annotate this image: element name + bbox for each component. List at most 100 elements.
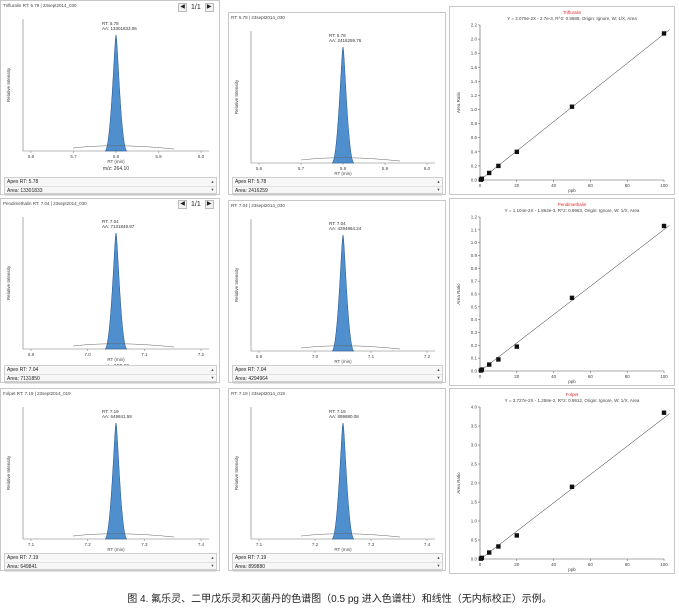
peak-rt-annotation: RT: 5.78 — [329, 33, 346, 38]
y-tick-label: 0.0 — [471, 557, 478, 562]
calibration-panel-trifluralin: Trifluralin Y = 2.075e-2X - 2.7e-3, R^2: … — [449, 6, 675, 195]
chromatogram-plot: Relative Intensity 7.1 7.2 7.3 7.4 RT (min) RT… — [6, 407, 209, 560]
peak-info-box: Apex RT: 7.04 Area: 4294964 ▲ ▼ — [232, 365, 443, 384]
fit-equation: Y = 2.075e-2X - 2.7e-3, R^2: 0.9988, Ori… — [507, 16, 637, 21]
fit-line — [479, 413, 670, 560]
x-tick-label: 7.2 — [198, 352, 205, 357]
apex-rt-field[interactable]: Apex RT: 5.78 — [5, 178, 216, 187]
x-tick-label: 7.1 — [368, 354, 375, 359]
fit-equation: Y = 3.727e-2X - 1.258e-2, R^2: 0.9912, O… — [505, 398, 640, 403]
x-tick-label: 5.6 — [28, 154, 35, 159]
x-tick-label: 7.1 — [141, 352, 148, 357]
x-tick-label: 7.2 — [85, 542, 92, 547]
x-tick-label: 7.0 — [312, 354, 319, 359]
x-tick-label: 40 — [551, 183, 557, 188]
scroll-arrows-icon[interactable]: ▲ ▼ — [210, 179, 215, 192]
data-point — [487, 170, 492, 176]
apex-rt-field[interactable]: Apex RT: 7.04 — [5, 366, 216, 375]
apex-rt-field[interactable]: Apex RT: 7.04 — [233, 366, 442, 375]
apex-rt-field[interactable]: Apex RT: 5.78 — [233, 178, 442, 187]
y-tick-label: 1.2 — [471, 215, 478, 220]
x-tick-label: 7.3 — [141, 542, 148, 547]
next-page-button[interactable]: ▶ — [204, 2, 214, 12]
x-tick-label: 20 — [514, 562, 520, 567]
chart-title: Folpet — [566, 392, 579, 397]
y-tick-label: 0.9 — [471, 253, 478, 258]
area-field[interactable]: Area: 4294964 — [233, 375, 442, 384]
x-axis-label: ppb — [568, 567, 576, 572]
area-field[interactable]: Area: 2416259 — [233, 187, 442, 196]
scroll-arrows-icon[interactable]: ▲ ▼ — [436, 179, 441, 192]
scroll-arrows-icon[interactable]: ▲ ▼ — [436, 555, 441, 568]
x-tick-label: 7.1 — [28, 542, 35, 547]
prev-page-button[interactable]: ◀ — [178, 2, 187, 12]
x-axis-label: RT (min) — [107, 357, 125, 362]
y-tick-label: 3.0 — [471, 443, 478, 448]
x-tick-label: 20 — [514, 183, 520, 188]
page-nav: ◀ 1/1 ▶ — [178, 2, 214, 12]
x-tick-label: 80 — [625, 183, 631, 188]
area-field[interactable]: Area: 7131850 — [5, 375, 216, 384]
mz-label: m/z: 264.10 — [103, 166, 129, 172]
y-tick-label: 0.5 — [471, 304, 478, 309]
y-axis-label: Relative Intensity — [234, 267, 239, 302]
x-tick-label: 100 — [660, 183, 668, 188]
x-tick-label: 60 — [588, 374, 594, 379]
data-point — [479, 367, 485, 372]
chromatogram-plot: Relative Intensity 5.6 5.7 5.8 5.9 6.0 RT (min… — [6, 19, 209, 172]
calibration-panel-folpet: Folpet Y = 3.727e-2X - 1.258e-2, R^2: 0.9… — [449, 388, 675, 574]
y-axis-label: Relative Intensity — [6, 67, 11, 102]
area-field[interactable]: Area: 899880 — [233, 563, 442, 572]
chromatogram-peak — [331, 422, 355, 540]
peak-rt-annotation: RT: 5.78 — [102, 21, 119, 26]
peak-area-annotation: AA: 2416259.76 — [329, 38, 362, 43]
chromatogram-panel-quant-folpet: Folpet RT: 7.19 | 23sept2014_019 Relativ… — [0, 388, 220, 572]
area-field[interactable]: Area: 649841 — [5, 563, 216, 572]
y-tick-label: 4.0 — [471, 405, 478, 410]
panel-header: RT: 7.19 | 23sept2014_019 — [231, 391, 285, 396]
peak-area-annotation: AA: 4294964.24 — [329, 226, 362, 231]
x-tick-label: 0 — [479, 374, 482, 379]
y-tick-label: 0.7 — [471, 279, 478, 284]
y-tick-label: 0.4 — [471, 317, 478, 322]
chromatogram-panel-confirm-trifluralin: RT: 5.78 | 23sept2014_030 Relative Inten… — [228, 12, 446, 196]
x-tick-label: 5.6 — [256, 166, 263, 171]
scroll-arrows-icon[interactable]: ▲ ▼ — [210, 555, 215, 568]
x-tick-label: 5.7 — [298, 166, 305, 171]
chromatogram-peak — [104, 232, 128, 350]
chromatogram-plot: Relative Intensity 7.1 7.2 7.3 7.4 RT (min) RT… — [234, 407, 435, 566]
scroll-arrows-icon[interactable]: ▲ ▼ — [210, 367, 215, 380]
next-page-button[interactable]: ▶ — [204, 199, 214, 209]
x-axis-label: RT (min) — [334, 171, 352, 176]
baseline-trace — [72, 343, 175, 348]
x-tick-label: 0 — [479, 562, 482, 567]
peak-info-box: Apex RT: 7.19 Area: 899880 ▲ ▼ — [232, 553, 443, 572]
y-axis-label: Relative Intensity — [234, 79, 239, 114]
x-axis-label: ppb — [568, 188, 576, 193]
prev-page-button[interactable]: ◀ — [178, 199, 187, 209]
y-axis-label: Area Ratio — [456, 283, 461, 305]
chromatogram-panel-quant-pendimethalin: Pendimethalin RT: 7.04 | 23sept2014_030 … — [0, 198, 220, 384]
scroll-arrows-icon[interactable]: ▲ ▼ — [436, 367, 441, 380]
y-tick-label: 2.5 — [471, 462, 478, 467]
y-tick-label: 1.1 — [471, 227, 478, 232]
y-tick-label: 0.0 — [471, 369, 478, 374]
apex-rt-field[interactable]: Apex RT: 7.19 — [5, 554, 216, 563]
x-tick-label: 20 — [514, 374, 520, 379]
x-tick-label: 5.8 — [113, 154, 120, 159]
apex-rt-field[interactable]: Apex RT: 7.19 — [233, 554, 442, 563]
area-field[interactable]: Area: 13301833 — [5, 187, 216, 196]
data-point — [479, 176, 485, 181]
x-tick-label: 5.8 — [340, 166, 347, 171]
x-tick-label: 60 — [588, 562, 594, 567]
x-axis-label: RT (min) — [107, 547, 125, 552]
baseline-trace — [72, 533, 175, 538]
y-tick-label: 0.1 — [471, 356, 478, 361]
peak-info-box: Apex RT: 7.19 Area: 649841 ▲ ▼ — [4, 553, 217, 572]
y-tick-label: 3.5 — [471, 424, 478, 429]
peak-rt-annotation: RT: 7.19 — [102, 409, 119, 414]
chromatogram-plot: Relative Intensity 6.9 7.0 7.1 7.2 RT (min) RT… — [234, 219, 435, 378]
peak-info-box: Apex RT: 5.78 Area: 13301833 ▲ ▼ — [4, 177, 217, 196]
x-tick-label: 7.1 — [256, 542, 263, 547]
x-tick-label: 6.9 — [256, 354, 263, 359]
